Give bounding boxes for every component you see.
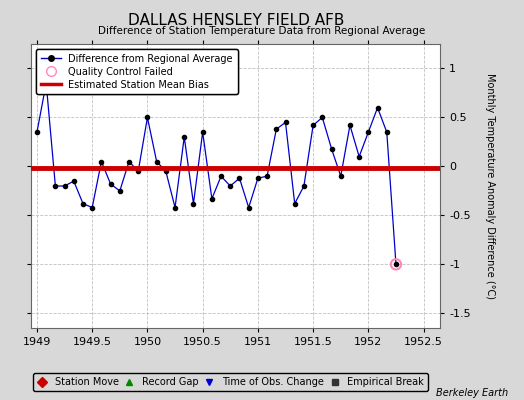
Title: DALLAS HENSLEY FIELD AFB: DALLAS HENSLEY FIELD AFB [128,12,344,28]
Text: Difference of Station Temperature Data from Regional Average: Difference of Station Temperature Data f… [99,26,425,36]
Y-axis label: Monthly Temperature Anomaly Difference (°C): Monthly Temperature Anomaly Difference (… [485,73,495,299]
Legend: Difference from Regional Average, Quality Control Failed, Estimated Station Mean: Difference from Regional Average, Qualit… [36,49,238,94]
Point [392,261,400,268]
Legend: Station Move, Record Gap, Time of Obs. Change, Empirical Break: Station Move, Record Gap, Time of Obs. C… [34,373,428,391]
Text: Berkeley Earth: Berkeley Earth [436,388,508,398]
